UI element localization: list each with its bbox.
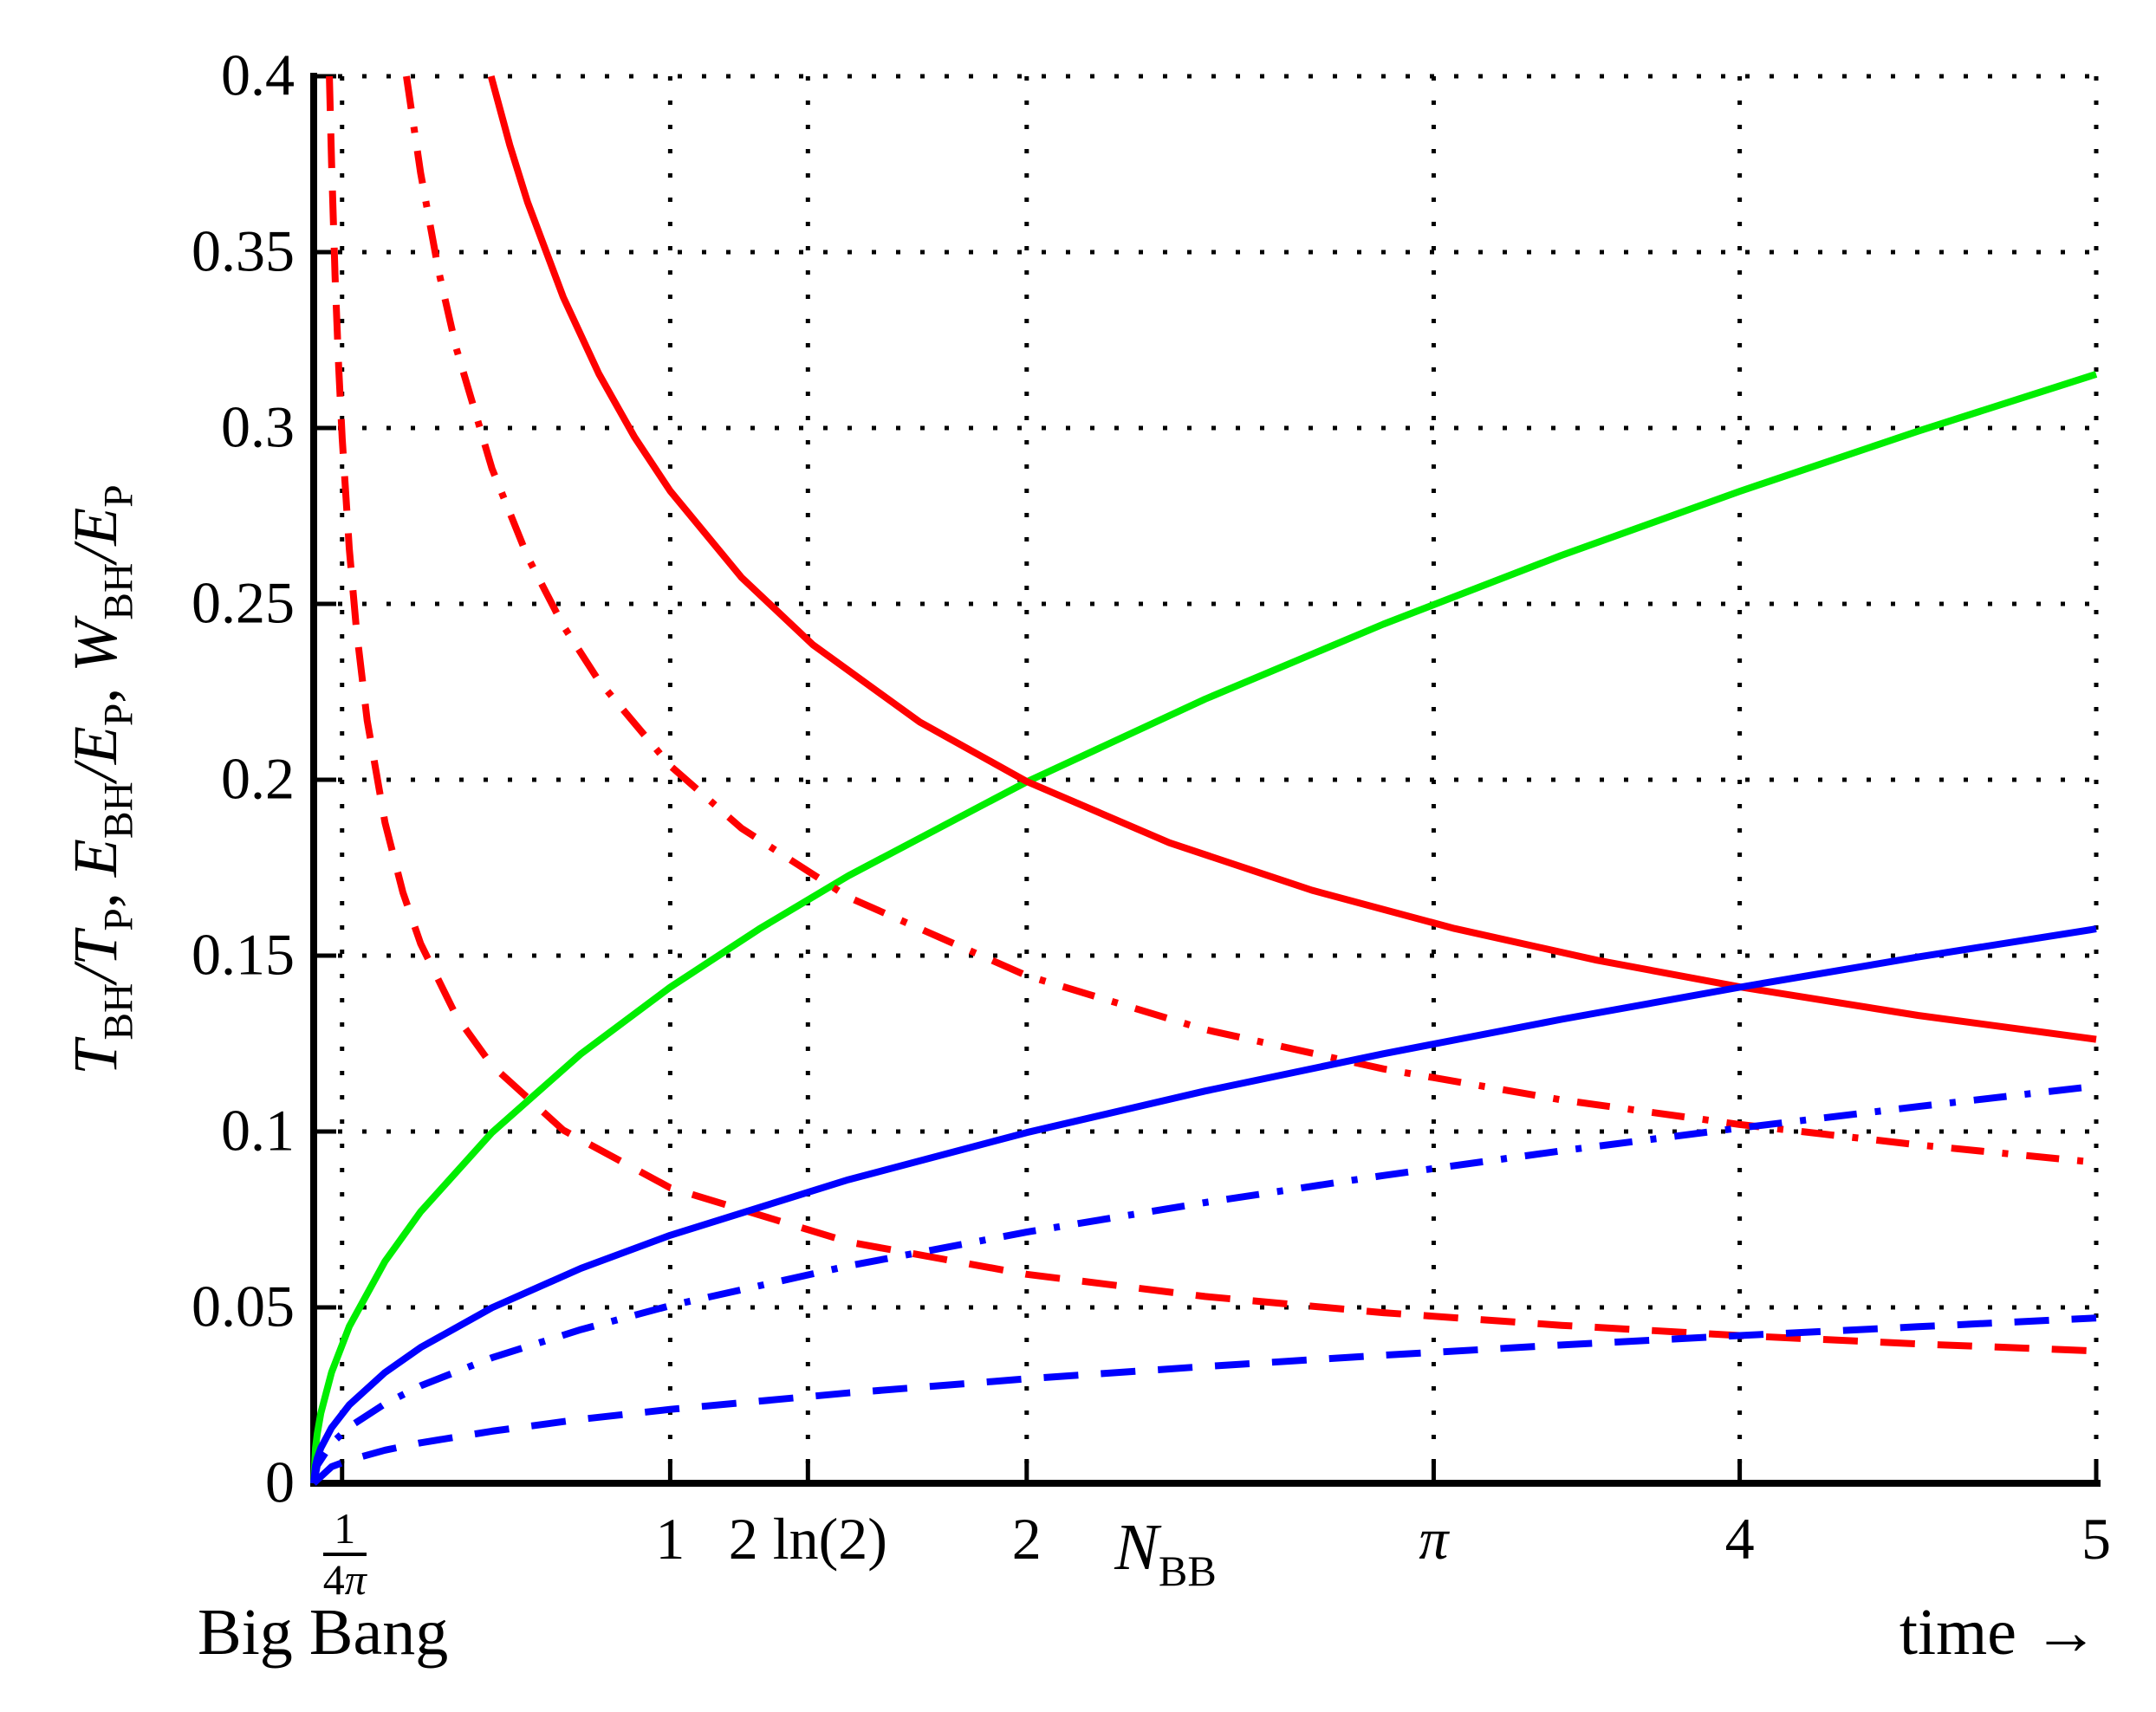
- y-axis-label: TBH/TP, EBH/EP, WBH/EP: [61, 484, 142, 1075]
- x-tick-label-2: 2: [1011, 1506, 1042, 1572]
- x-tick-label-4: 4: [1724, 1506, 1755, 1572]
- time-arrow-annotation: time →: [1899, 1596, 2099, 1669]
- fraction-bar: [322, 1553, 367, 1556]
- y-tick-label-0.3: 0.3: [221, 393, 295, 460]
- y-tick-label-0.05: 0.05: [192, 1273, 295, 1339]
- series-red-dash-dot: [403, 75, 2097, 1166]
- y-tick-label-0.1: 0.1: [221, 1097, 295, 1164]
- y-tick-label-0.2: 0.2: [221, 745, 295, 812]
- big-bang-annotation: Big Bang: [198, 1596, 449, 1669]
- x-axis-label: NBB: [1114, 1511, 1217, 1596]
- series-red-dashed: [326, 75, 2097, 1355]
- y-tick-label-0.35: 0.35: [192, 217, 295, 284]
- y-tick-label-0.25: 0.25: [192, 569, 295, 636]
- y-tick-label-0.15: 0.15: [192, 921, 295, 988]
- x-tick-label-5: 5: [2081, 1506, 2111, 1572]
- y-tick-label-0: 0: [265, 1449, 295, 1515]
- x-tick-label-2 ln(2): 2 ln(2): [728, 1506, 887, 1572]
- series-red-solid: [487, 75, 2097, 1043]
- fraction-numerator: 1: [334, 1504, 356, 1553]
- series-blue-dashed: [311, 1314, 2097, 1486]
- fraction-denominator: 4π: [322, 1555, 367, 1604]
- x-tick-label-1: 1: [655, 1506, 685, 1572]
- x-tick-label-fraction: 1 4π: [322, 1494, 367, 1604]
- series-green-solid: [310, 371, 2098, 1484]
- series-blue-solid: [310, 925, 2097, 1484]
- x-tick-label-π: π: [1419, 1506, 1449, 1572]
- series-blue-dash-dot: [310, 1082, 2097, 1484]
- y-tick-label-0.4: 0.4: [221, 42, 295, 108]
